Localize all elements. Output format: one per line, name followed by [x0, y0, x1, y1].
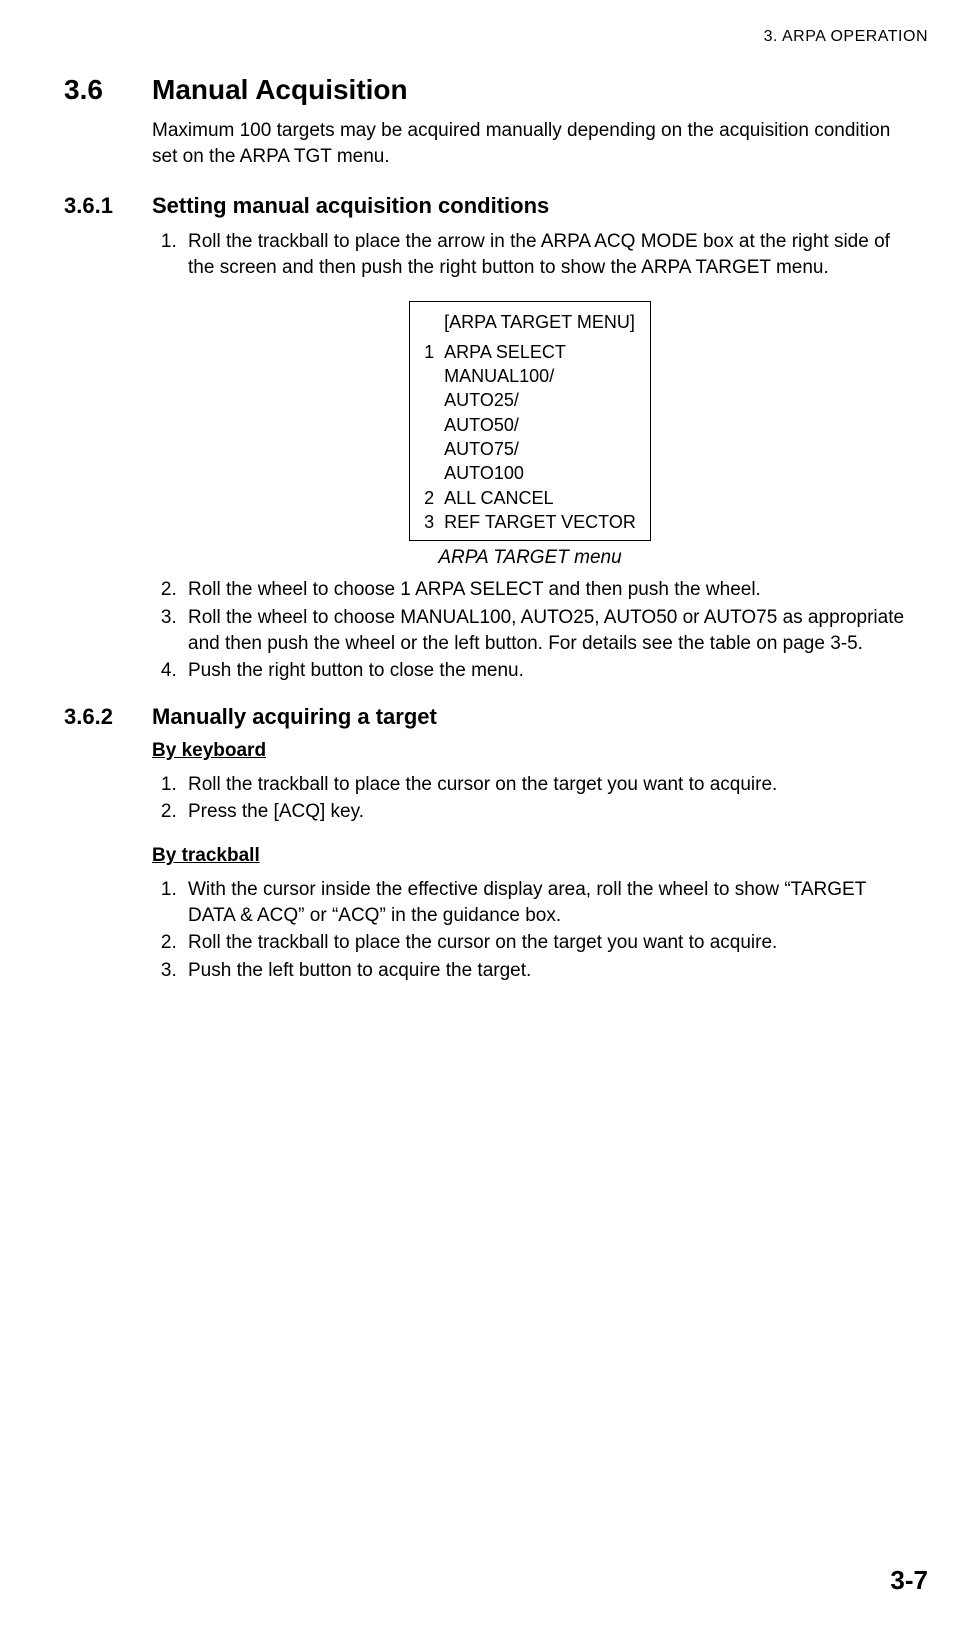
menu-item-label: ALL CANCEL [444, 486, 553, 510]
step-item: Push the left button to acquire the targ… [182, 958, 908, 984]
menu-item-sub: AUTO50/ [444, 413, 519, 437]
section-title: Manual Acquisition [152, 74, 408, 106]
subsection-number: 3.6.1 [64, 193, 152, 219]
subsection-heading: 3.6.2 Manually acquiring a target [64, 704, 908, 730]
menu-item: 2 ALL CANCEL [424, 486, 636, 510]
menu-item-sub: MANUAL100/ [444, 364, 554, 388]
menu-title: [ARPA TARGET MENU] [424, 310, 636, 334]
menu-item-sub: AUTO100 [444, 461, 524, 485]
subsection-number: 3.6.2 [64, 704, 152, 730]
steps-list: Roll the trackball to place the cursor o… [152, 772, 908, 825]
menu-item: 1 ARPA SELECT [424, 340, 636, 364]
menu-item-sub: AUTO75/ [444, 437, 519, 461]
menu-figure: [ARPA TARGET MENU] 1 ARPA SELECT MANUAL1… [152, 301, 908, 542]
menu-item-number: 3 [424, 510, 444, 534]
page: 3. ARPA OPERATION 3.6 Manual Acquisition… [0, 0, 972, 1632]
step-item: Roll the trackball to place the cursor o… [182, 930, 908, 956]
step-item: Push the right button to close the menu. [182, 658, 908, 684]
subsection-heading: 3.6.1 Setting manual acquisition conditi… [64, 193, 908, 219]
page-number: 3-7 [890, 1565, 928, 1596]
steps-list: With the cursor inside the effective dis… [152, 877, 908, 984]
method-heading-trackball: By trackball [152, 845, 908, 867]
step-item: With the cursor inside the effective dis… [182, 877, 908, 928]
menu-item-label: REF TARGET VECTOR [444, 510, 636, 534]
step-item: Press the [ACQ] key. [182, 799, 908, 825]
subsection-title: Manually acquiring a target [152, 704, 437, 730]
menu-item-sub: AUTO25/ [444, 388, 519, 412]
menu-item-number: 1 [424, 340, 444, 364]
menu-box: [ARPA TARGET MENU] 1 ARPA SELECT MANUAL1… [409, 301, 651, 542]
method-heading-keyboard: By keyboard [152, 740, 908, 762]
figure-caption: ARPA TARGET menu [152, 547, 908, 569]
steps-list: Roll the trackball to place the arrow in… [152, 229, 908, 280]
step-item: Roll the wheel to choose MANUAL100, AUTO… [182, 605, 908, 656]
section-intro: Maximum 100 targets may be acquired manu… [152, 118, 908, 169]
subsection-title: Setting manual acquisition conditions [152, 193, 549, 219]
step-item: Roll the trackball to place the arrow in… [182, 229, 908, 280]
menu-item-label: ARPA SELECT [444, 340, 566, 364]
section-number: 3.6 [64, 74, 152, 106]
menu-item: 3 REF TARGET VECTOR [424, 510, 636, 534]
steps-list: Roll the wheel to choose 1 ARPA SELECT a… [152, 577, 908, 684]
section-heading: 3.6 Manual Acquisition [64, 74, 908, 106]
step-item: Roll the trackball to place the cursor o… [182, 772, 908, 798]
menu-item-number: 2 [424, 486, 444, 510]
step-item: Roll the wheel to choose 1 ARPA SELECT a… [182, 577, 908, 603]
running-header: 3. ARPA OPERATION [64, 28, 928, 46]
